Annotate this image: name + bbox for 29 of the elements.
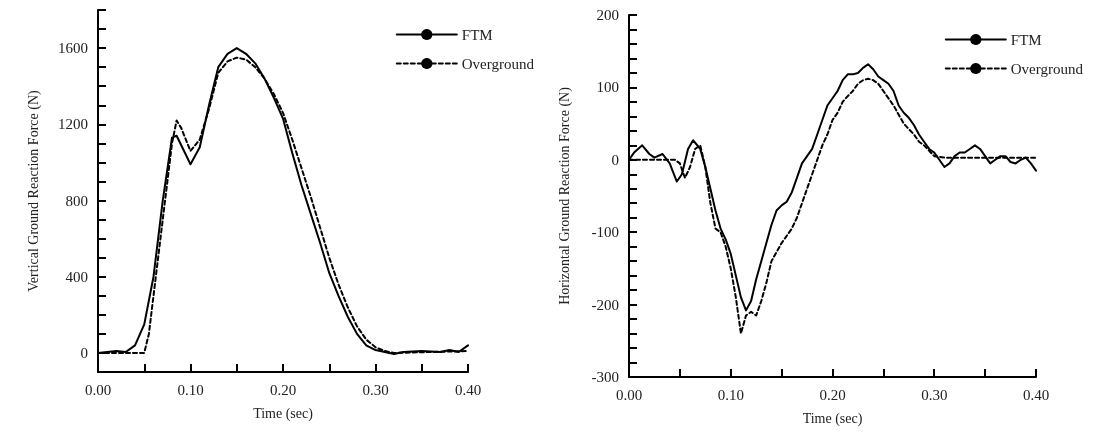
x-tick-label: 0.00 (615, 386, 643, 403)
x-tick-label: 0.40 (1022, 386, 1050, 403)
y-tick-label: 800 (65, 192, 88, 209)
x-tick-label: 0.10 (717, 386, 744, 403)
y-tick-label: 1600 (58, 40, 88, 57)
y-tick-label: 400 (65, 268, 88, 285)
x-tick-label: 0.20 (269, 381, 297, 398)
y-tick-label: 200 (596, 7, 619, 23)
legend-label: FTM (461, 26, 493, 43)
y-tick-label: 1200 (58, 116, 88, 133)
y-axis-title: Vertical Ground Reaction Force (N) (25, 89, 42, 292)
y-tick-label: 100 (596, 79, 619, 96)
x-axis-title: Time (sec) (253, 405, 314, 422)
y-tick-label: -100 (591, 224, 619, 241)
y-tick-label: -300 (591, 369, 619, 385)
y-tick-label: 0 (80, 344, 88, 361)
legend-label: Overground (1010, 60, 1084, 77)
legend-label: Overground (461, 55, 535, 72)
x-tick-label: 0.40 (454, 381, 482, 398)
x-tick-label: 0.20 (819, 386, 846, 403)
x-axis-title: Time (sec) (802, 410, 863, 427)
x-tick-label: 0.00 (84, 381, 112, 398)
y-tick-label: 0 (611, 151, 619, 168)
x-tick-label: 0.30 (921, 386, 948, 403)
x-tick-label: 0.30 (362, 381, 389, 398)
y-axis-title: Horizontal Ground Reaction Force (N) (556, 86, 573, 305)
y-tick-label: -200 (591, 296, 619, 313)
legend-label: FTM (1010, 31, 1042, 48)
x-tick-label: 0.10 (177, 381, 204, 398)
